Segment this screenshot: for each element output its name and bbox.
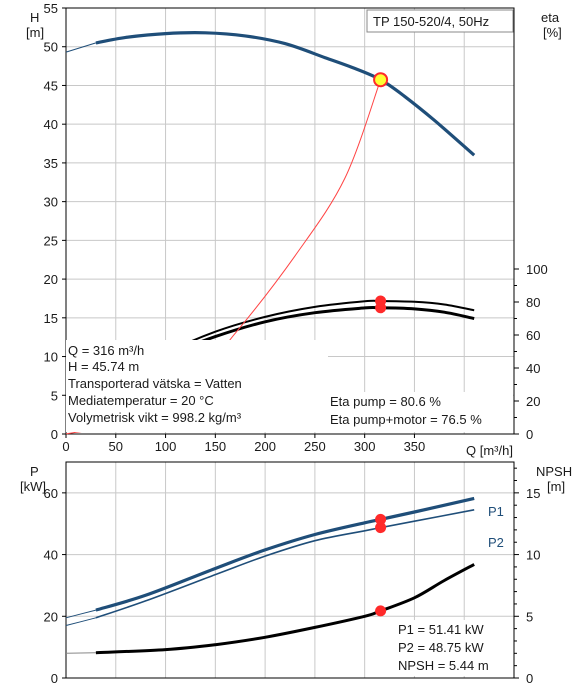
x-tick-label: 250 <box>304 439 326 454</box>
npsh-curve-extension <box>65 652 96 654</box>
head-tick-label: 10 <box>44 350 58 365</box>
p2-duty-marker <box>375 522 387 534</box>
x-tick-label: 300 <box>354 439 376 454</box>
x-tick-label: 0 <box>62 439 69 454</box>
npsh-axis-unit: [m] <box>547 479 565 494</box>
x-tick-label: 50 <box>109 439 123 454</box>
info-p2: P2 = 48.75 kW <box>398 640 484 655</box>
power-axis-label: P <box>30 464 39 479</box>
x-tick-label: 100 <box>155 439 177 454</box>
head-tick-label: 15 <box>44 311 58 326</box>
head-tick-label: 40 <box>44 117 58 132</box>
top-chart-frame <box>65 7 515 435</box>
chart-title: TP 150-520/4, 50Hz <box>373 14 489 29</box>
npsh-tick-label: 0 <box>526 671 533 686</box>
head-axis-label: H <box>30 10 39 25</box>
p1-curve <box>95 496 475 612</box>
bottom-chart-frame <box>65 461 515 679</box>
npsh-tick-label: 15 <box>526 486 540 501</box>
eta-tick-label: 100 <box>526 262 548 277</box>
eta-pump-motor-duty-marker <box>375 302 387 314</box>
power-info-box <box>394 620 512 676</box>
eta-tick-label: 60 <box>526 328 540 343</box>
series-label-p2: P2 <box>488 535 504 550</box>
npsh-axis-label: NPSH <box>536 464 572 479</box>
info-head: H = 45.74 m <box>68 359 139 374</box>
head-axis-unit: [m] <box>26 25 44 40</box>
npsh-tick-label: 5 <box>526 609 533 624</box>
p1-curve-extension <box>65 609 97 619</box>
head-tick-label: 35 <box>44 156 58 171</box>
power-tick-label: 40 <box>44 548 58 563</box>
eta-axis-label: eta <box>541 10 560 25</box>
head-tick-label: 50 <box>44 40 58 55</box>
head-tick-label: 45 <box>44 78 58 93</box>
p2-curve <box>95 509 475 619</box>
bottom-chart-curves <box>65 496 475 655</box>
power-tick-label: 0 <box>51 671 58 686</box>
info-npsh: NPSH = 5.44 m <box>398 658 489 673</box>
power-tick-label: 60 <box>44 486 58 501</box>
p2-curve-extension <box>65 617 97 626</box>
info-liquid: Transporterad vätska = Vatten <box>68 376 242 391</box>
bottom-chart-ticks: 0 20 40 60 0 5 10 15 <box>44 467 540 686</box>
chart-title-box <box>366 9 514 33</box>
eta-tick-label: 80 <box>526 295 540 310</box>
head-tick-label: 0 <box>51 427 58 442</box>
head-tick-label: 30 <box>44 195 58 210</box>
info-density: Volymetrisk vikt = 998.2 kg/m³ <box>68 410 242 425</box>
eta-tick-label: 0 <box>526 427 533 442</box>
npsh-tick-label: 10 <box>526 548 540 563</box>
npsh-duty-marker <box>375 605 387 617</box>
eta-info-box <box>328 392 513 432</box>
eta-axis-unit: [%] <box>543 25 562 40</box>
power-tick-label: 20 <box>44 609 58 624</box>
npsh-curve <box>95 563 475 655</box>
top-chart-ticks: 0 50 100 150 200 250 300 3500510152025303540455… <box>44 1 548 454</box>
head-tick-label: 55 <box>44 1 58 16</box>
info-flow: Q = 316 m³/h <box>68 343 144 358</box>
head-curve-extension <box>65 42 97 53</box>
head-duty-marker <box>373 72 389 88</box>
eta-tick-label: 40 <box>526 361 540 376</box>
head-tick-label: 20 <box>44 272 58 287</box>
head-tick-label: 5 <box>51 388 58 403</box>
x-tick-label: 150 <box>204 439 226 454</box>
flow-axis-label: Q [m³/h] <box>466 443 513 458</box>
eta-tick-label: 20 <box>526 394 540 409</box>
info-p1: P1 = 51.41 kW <box>398 622 484 637</box>
info-eta-pump-motor: Eta pump+motor = 76.5 % <box>330 412 482 427</box>
p1-duty-marker <box>375 513 387 525</box>
series-label-p1: P1 <box>488 504 504 519</box>
x-tick-label: 350 <box>404 439 426 454</box>
info-temperature: Mediatemperatur = 20 °C <box>68 393 214 408</box>
head-tick-label: 25 <box>44 233 58 248</box>
power-axis-unit: [kW] <box>20 479 46 494</box>
x-tick-label: 200 <box>254 439 276 454</box>
info-box <box>66 340 328 432</box>
info-eta-pump: Eta pump = 80.6 % <box>330 394 441 409</box>
head-curve <box>95 31 476 157</box>
